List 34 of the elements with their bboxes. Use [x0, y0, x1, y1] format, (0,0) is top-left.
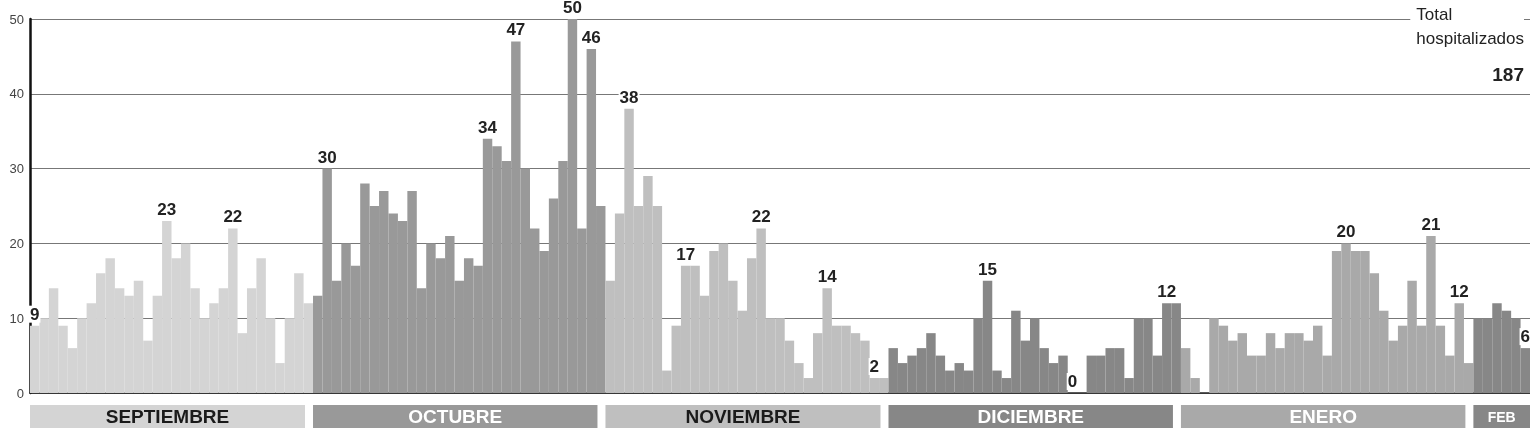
data-label: 21	[1421, 214, 1441, 234]
data-label: 34	[478, 117, 498, 137]
data-label: 0	[1067, 372, 1078, 391]
series-label: SEPTIEMBRE	[105, 406, 230, 427]
data-label: 20	[1336, 222, 1356, 242]
annotation: 187	[1492, 63, 1524, 85]
y-tick-label: 40	[9, 86, 24, 102]
annotation: Total hospitalizados	[1416, 4, 1525, 48]
series-label: DICIEMBRE	[977, 406, 1085, 427]
data-label: 12	[1449, 282, 1469, 302]
data-label: 46	[581, 27, 601, 47]
data-label: 47	[506, 20, 526, 40]
data-label: 14	[817, 267, 838, 287]
data-label: 23	[157, 199, 177, 219]
data-label: 2	[869, 357, 880, 377]
series-label: OCTUBRE	[408, 406, 503, 427]
data-label: 22	[223, 207, 243, 227]
y-tick-label: 20	[9, 235, 24, 251]
y-tick-label: 30	[9, 161, 24, 177]
data-label: 12	[1157, 282, 1177, 302]
y-tick-label: 50	[9, 11, 24, 27]
series-label: ENERO	[1289, 406, 1357, 427]
series-label: FEB	[1487, 408, 1516, 425]
data-label: 22	[751, 207, 771, 227]
data-label: 30	[317, 147, 337, 167]
data-label: 38	[619, 87, 639, 107]
data-label: 15	[978, 259, 998, 279]
y-tick-label: 0	[16, 385, 24, 401]
series-label: NOVIEMBRE	[685, 406, 801, 427]
y-tick-label: 10	[9, 310, 24, 326]
data-label: 50	[562, 0, 582, 17]
data-label: 6	[1520, 327, 1530, 347]
data-label: 9	[29, 304, 40, 324]
data-label: 17	[676, 244, 696, 264]
